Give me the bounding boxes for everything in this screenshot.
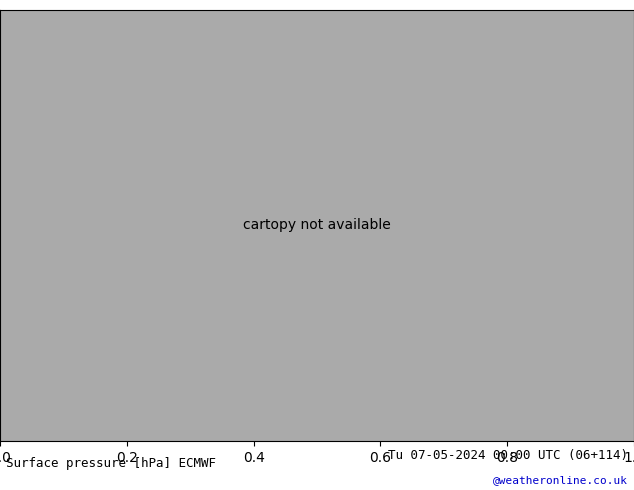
Text: Surface pressure [hPa] ECMWF: Surface pressure [hPa] ECMWF [6,457,216,469]
Text: cartopy not available: cartopy not available [243,219,391,232]
Text: Tu 07-05-2024 00:00 UTC (06+114): Tu 07-05-2024 00:00 UTC (06+114) [387,449,628,462]
Text: @weatheronline.co.uk: @weatheronline.co.uk [493,475,628,485]
